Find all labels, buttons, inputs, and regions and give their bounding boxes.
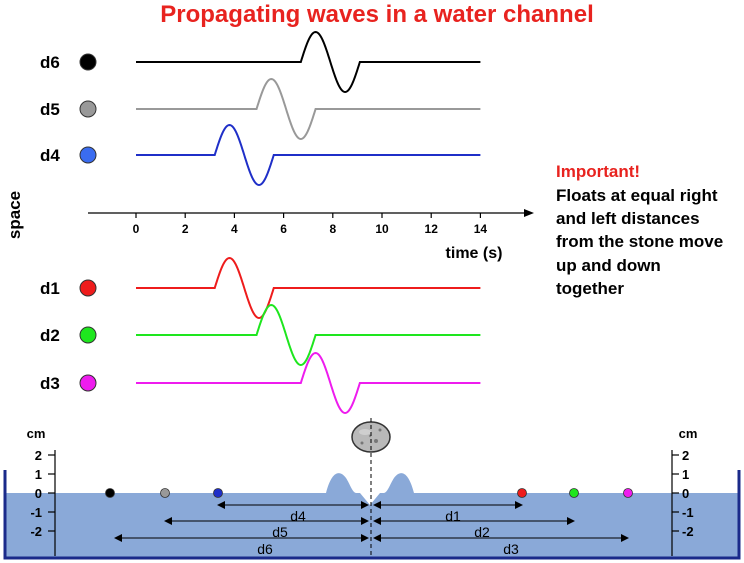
time-tick-label: 2 [182,222,189,236]
trace-label-d2: d2 [40,326,60,345]
scale-label-left: 0 [35,486,42,501]
float-marker-d4 [79,146,97,164]
float-marker-d3 [79,374,97,392]
scale-label-left: -1 [30,505,42,520]
scale-label-right: -1 [682,505,694,520]
right-unit-label: cm [679,426,698,441]
scale-label-right: -2 [682,524,694,539]
distance-label-d3: d3 [503,541,519,557]
scale-label-right: 2 [682,448,689,463]
float-marker-d1 [79,279,97,297]
time-tick-label: 10 [375,222,389,236]
scale-label-left: 2 [35,448,42,463]
distance-label-d6: d6 [257,541,273,557]
time-axis: 0 2 4 6 8 10 12 14 time (s) [88,209,534,262]
time-tick-label: 14 [474,222,488,236]
time-axis-label: time (s) [446,245,503,262]
left-unit-label: cm [27,426,46,441]
float-right-1 [517,488,527,498]
waveform-d5 [136,77,481,141]
float-marker-d2 [79,326,97,344]
scale-label-right: 1 [682,467,689,482]
note-heading: Important! [556,162,640,181]
time-tick-label: 0 [133,222,140,236]
waveform-d3 [136,351,481,415]
distance-label-d4: d4 [290,508,306,524]
waveform-d6 [136,30,481,94]
float-marker-d5 [79,100,97,118]
trace-label-d5: d5 [40,100,60,119]
wave-trough [360,493,380,505]
tank-walls [3,470,741,560]
waveform-d1 [136,256,481,320]
note-line-1: Floats at equal right [556,186,718,205]
note-line-5: together [556,279,624,298]
note-line-3: from the stone move [556,232,723,251]
time-tick-label: 12 [425,222,439,236]
trace-label-d3: d3 [40,374,60,393]
float-left-2 [160,488,170,498]
wave-crest-right [384,473,414,493]
trace-label-d1: d1 [40,279,60,298]
note-line-2: and left distances [556,209,700,228]
float-right-3 [623,488,633,498]
important-note: Important! Floats at equal right and lef… [556,162,723,298]
water-body [6,493,738,557]
space-label: space [5,191,24,239]
page-title: Propagating waves in a water channel [160,1,593,28]
scale-label-left: 1 [35,467,42,482]
scale-label-right: 0 [682,486,689,501]
waveform-d4 [136,123,481,187]
time-tick-label: 4 [231,222,238,236]
float-right-2 [569,488,579,498]
trace-label-d6: d6 [40,53,60,72]
float-left-3 [213,488,223,498]
waveform-d2 [136,303,481,367]
float-left-1 [105,488,115,498]
trace-label-d4: d4 [40,146,60,165]
time-tick-label: 8 [329,222,336,236]
time-tick-label: 6 [280,222,287,236]
wave-crest-left [326,473,356,493]
float-marker-d6 [79,53,97,71]
stone [351,421,391,453]
scale-label-left: -2 [30,524,42,539]
distance-label-d1: d1 [445,508,461,524]
note-line-4: up and down [556,256,661,275]
